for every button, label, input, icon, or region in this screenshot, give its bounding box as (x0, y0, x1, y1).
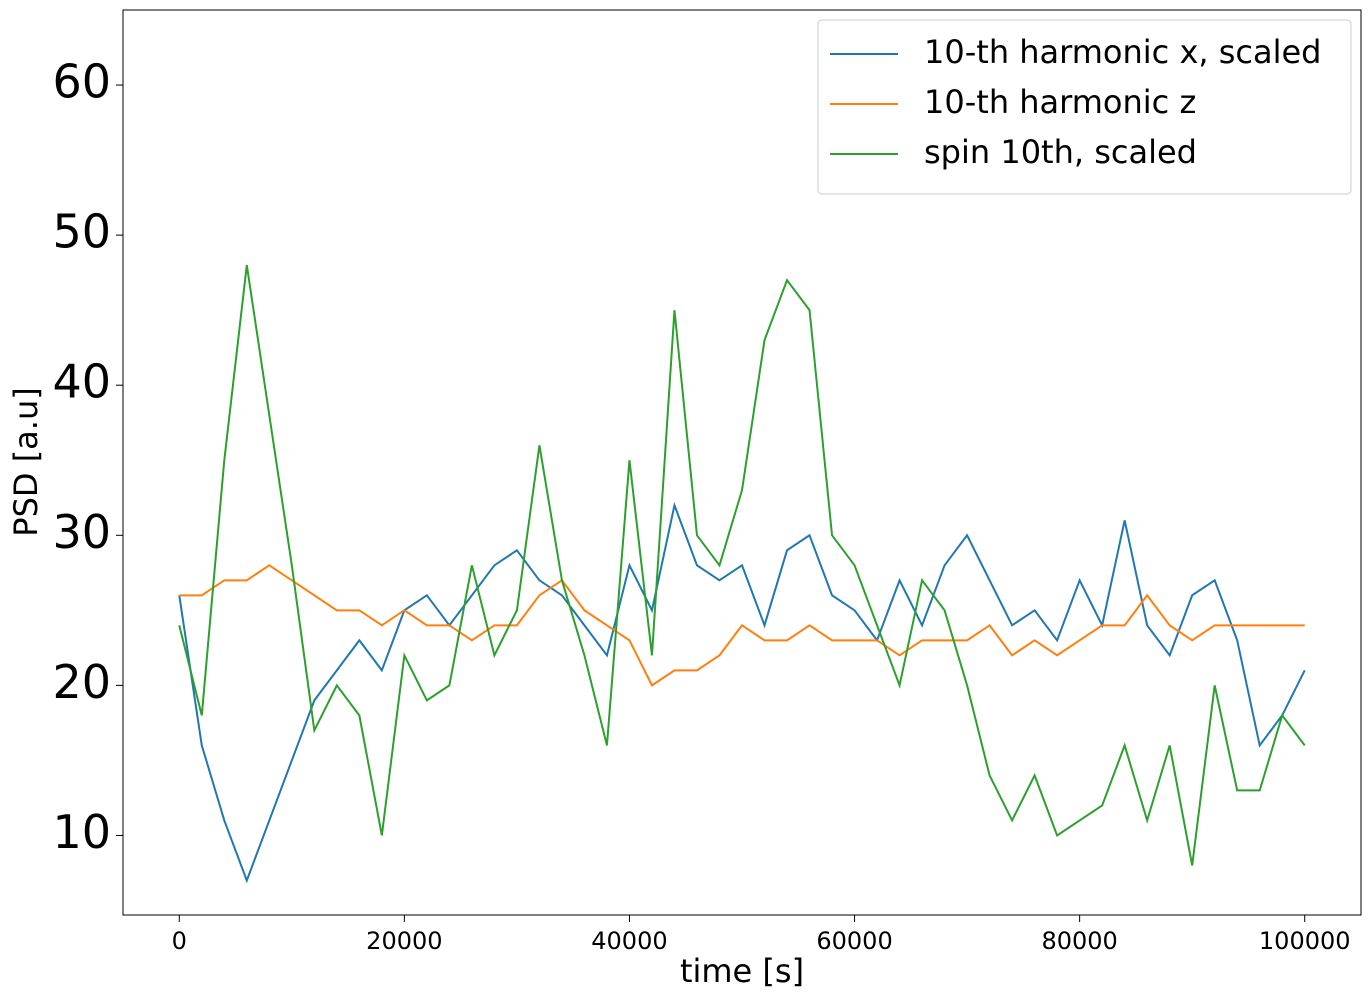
x-tick-label: 60000 (816, 927, 892, 955)
legend-label: spin 10th, scaled (924, 133, 1197, 171)
y-tick-label: 40 (52, 355, 111, 409)
y-tick-label: 50 (52, 205, 111, 259)
x-tick-label: 100000 (1259, 927, 1351, 955)
y-tick-label: 30 (52, 505, 111, 559)
legend-label: 10-th harmonic z (924, 83, 1196, 121)
data-line (178, 501, 1306, 884)
data-line (178, 264, 1306, 866)
x-tick-label: 20000 (366, 927, 442, 955)
x-tick-label: 80000 (1041, 927, 1117, 955)
y-tick-label: 10 (52, 805, 111, 859)
plot-frame (122, 9, 1362, 916)
y-tick-label: 60 (52, 55, 111, 109)
legend-label: 10-th harmonic x, scaled (924, 33, 1321, 71)
x-axis-label: time [s] (680, 952, 804, 990)
x-tick-label: 0 (172, 927, 187, 955)
data-line (179, 564, 1305, 687)
y-tick-label: 20 (52, 655, 111, 709)
legend-box (817, 19, 1352, 195)
x-tick-label: 40000 (591, 927, 667, 955)
y-axis-label: PSD [a.u] (7, 387, 45, 536)
